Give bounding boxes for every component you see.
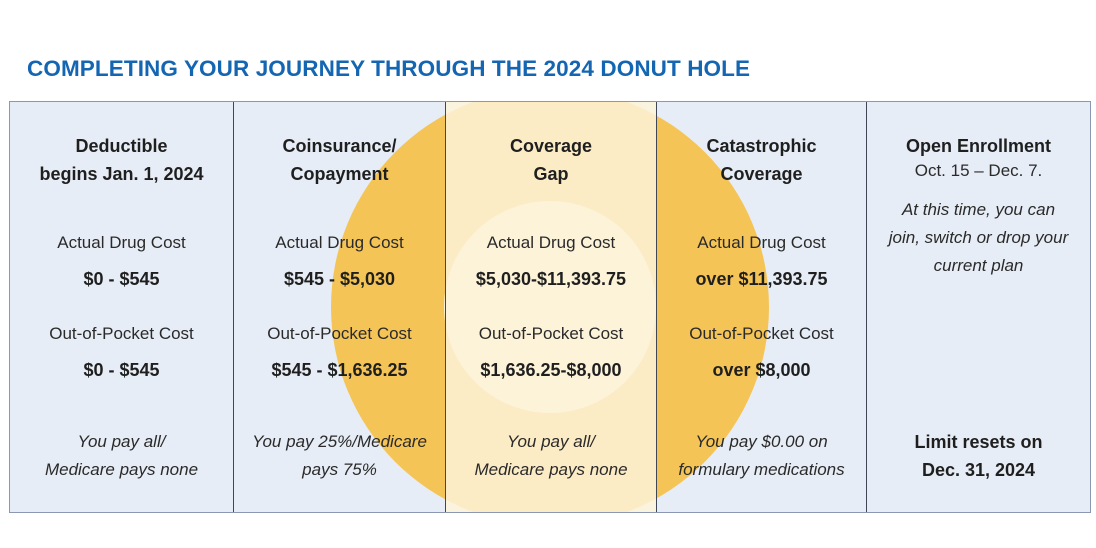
payment-note-line: Medicare pays none (44, 460, 199, 479)
payment-note-line: pays 75% (302, 460, 377, 479)
phase-heading-line: Coverage (720, 164, 803, 184)
donut-hole-graphic (444, 201, 656, 413)
payment-note: You pay $0.00 on formulary medications (657, 428, 866, 484)
phase-catastrophic: Catastrophic Coverage Actual Drug Cost o… (657, 102, 866, 512)
enrollment-dates: Oct. 15 – Dec. 7. (914, 161, 1043, 180)
payment-note-line: You pay all/ (507, 432, 595, 451)
drug-cost-label: Actual Drug Cost (275, 233, 404, 252)
phase-heading: Deductible begins Jan. 1, 2024 (10, 132, 233, 188)
drug-cost-value: $0 - $545 (83, 269, 160, 289)
limit-reset-line: Limit resets on (914, 432, 1043, 452)
oop-cost-label: Out-of-Pocket Cost (267, 324, 412, 343)
enrollment-text-line: current plan (933, 256, 1024, 275)
phase-heading-line: Catastrophic (706, 136, 817, 156)
enrollment-heading: Open Enrollment (905, 136, 1051, 156)
drug-cost-value: $545 - $5,030 (283, 269, 396, 289)
open-enrollment: Open Enrollment Oct. 15 – Dec. 7. At thi… (867, 102, 1090, 512)
phase-heading: Catastrophic Coverage (657, 132, 866, 188)
page-title: COMPLETING YOUR JOURNEY THROUGH THE 2024… (27, 56, 751, 81)
drug-cost-label: Actual Drug Cost (57, 233, 186, 252)
donut-hole-table: Deductible begins Jan. 1, 2024 Actual Dr… (9, 101, 1091, 513)
limit-reset: Limit resets on Dec. 31, 2024 (867, 428, 1090, 484)
phase-coverage-gap: Coverage Gap Actual Drug Cost $5,030-$11… (446, 102, 656, 512)
drug-cost-value: $5,030-$11,393.75 (475, 269, 627, 289)
phase-heading-line: begins Jan. 1, 2024 (39, 164, 204, 184)
phase-deductible: Deductible begins Jan. 1, 2024 Actual Dr… (10, 102, 233, 512)
phase-heading-line: Coverage (509, 136, 593, 156)
oop-cost-value: $1,636.25-$8,000 (480, 360, 622, 380)
enrollment-text-line: At this time, you can (901, 200, 1056, 219)
phase-heading-line: Copayment (290, 164, 389, 184)
column-divider (445, 102, 446, 512)
column-divider (233, 102, 234, 512)
phase-heading: Coinsurance/ Copayment (234, 132, 445, 188)
payment-note-line: You pay 25%/Medicare (252, 432, 427, 451)
drug-cost-label: Actual Drug Cost (697, 233, 826, 252)
phase-coinsurance: Coinsurance/ Copayment Actual Drug Cost … (234, 102, 445, 512)
oop-cost-value: $0 - $545 (83, 360, 160, 380)
payment-note: You pay all/ Medicare pays none (10, 428, 233, 484)
drug-cost-value: over $11,393.75 (695, 269, 828, 289)
oop-cost-value: over $8,000 (712, 360, 811, 380)
payment-note-line: You pay $0.00 on (695, 432, 828, 451)
phase-heading: Coverage Gap (446, 132, 656, 188)
enrollment-text-line: join, switch or drop your (888, 228, 1069, 247)
enrollment-text: At this time, you can join, switch or dr… (871, 196, 1086, 280)
oop-cost-label: Out-of-Pocket Cost (49, 324, 194, 343)
phase-heading-line: Coinsurance/ (282, 136, 397, 156)
payment-note-line: Medicare pays none (474, 460, 628, 479)
column-divider (866, 102, 867, 512)
limit-reset-line: Dec. 31, 2024 (921, 460, 1036, 480)
column-divider (656, 102, 657, 512)
oop-cost-value: $545 - $1,636.25 (271, 360, 408, 380)
oop-cost-label: Out-of-Pocket Cost (689, 324, 834, 343)
payment-note: You pay all/ Medicare pays none (446, 428, 656, 484)
phase-heading-line: Deductible (75, 136, 168, 156)
payment-note: You pay 25%/Medicare pays 75% (234, 428, 445, 484)
payment-note-line: formulary medications (678, 460, 845, 479)
oop-cost-label: Out-of-Pocket Cost (478, 324, 624, 343)
drug-cost-label: Actual Drug Cost (486, 233, 616, 252)
phase-heading-line: Gap (533, 164, 569, 184)
payment-note-line: You pay all/ (77, 432, 166, 451)
